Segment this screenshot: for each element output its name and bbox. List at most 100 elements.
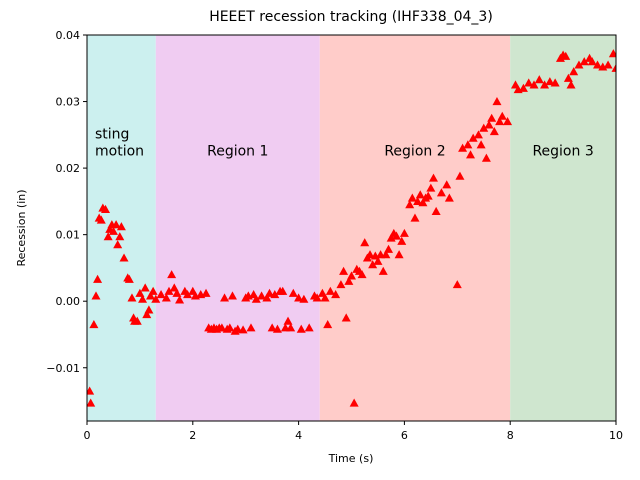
point [442, 180, 452, 189]
point [452, 280, 462, 289]
point [603, 60, 613, 69]
point [413, 196, 423, 205]
point [96, 215, 106, 224]
point [164, 286, 174, 295]
point [312, 293, 322, 302]
point [394, 250, 404, 259]
point [246, 323, 256, 332]
point [476, 140, 486, 149]
point [479, 123, 489, 132]
point [103, 232, 113, 241]
point [140, 283, 150, 292]
region-label: sting motion [95, 126, 144, 159]
region-band [319, 35, 511, 421]
point [87, 386, 95, 395]
point [220, 293, 230, 302]
point [481, 153, 491, 162]
point [415, 190, 425, 199]
point [167, 270, 177, 279]
point [116, 222, 126, 231]
point [468, 133, 478, 142]
point [378, 266, 388, 275]
y-tick-label: −0.01 [46, 362, 80, 375]
point [444, 193, 454, 202]
point [119, 253, 129, 262]
chart-title: HEEET recession tracking (IHF338_04_3) [209, 9, 493, 25]
point [89, 320, 99, 329]
point [418, 198, 428, 207]
point [487, 113, 497, 122]
point [296, 324, 306, 333]
point [172, 288, 182, 297]
point [144, 305, 154, 314]
point [550, 78, 560, 87]
point [397, 236, 407, 245]
point [161, 293, 171, 302]
point [484, 120, 494, 129]
point [265, 288, 275, 297]
point [262, 293, 272, 302]
point [399, 228, 409, 237]
point [270, 290, 280, 299]
point [341, 313, 351, 322]
point [563, 73, 573, 82]
region-label: Region 1 [207, 143, 268, 159]
point [368, 260, 378, 269]
point [492, 97, 502, 106]
point [489, 127, 499, 136]
point [238, 325, 248, 334]
point [569, 67, 579, 76]
point [344, 276, 354, 285]
point [151, 294, 161, 303]
point [458, 143, 468, 152]
y-tick-label: 0.04 [56, 29, 81, 42]
point [227, 291, 237, 300]
point [127, 293, 137, 302]
point [431, 206, 441, 215]
point [495, 117, 505, 126]
point [423, 191, 433, 200]
point [278, 286, 288, 295]
x-axis-label: Time (s) [328, 452, 374, 465]
region-band [155, 35, 320, 421]
point [365, 250, 375, 259]
point [463, 140, 473, 149]
point [347, 271, 356, 280]
region-label: Region 3 [532, 143, 593, 159]
point [455, 171, 465, 180]
point [225, 323, 235, 332]
point [257, 291, 267, 300]
point [251, 294, 261, 303]
point [323, 320, 333, 329]
point [325, 286, 335, 295]
point [217, 323, 227, 332]
point [142, 310, 152, 319]
point [93, 274, 103, 283]
point [473, 130, 483, 139]
point [574, 60, 584, 69]
point [148, 286, 158, 295]
point [111, 220, 121, 229]
point [518, 83, 528, 92]
point [101, 204, 111, 213]
point [113, 240, 123, 249]
point [87, 398, 96, 407]
point [272, 324, 282, 333]
plot-frame [86, 34, 617, 422]
x-tick-label: 10 [609, 429, 623, 442]
point [592, 60, 602, 69]
point [566, 80, 576, 89]
point [587, 57, 597, 66]
y-axis-label: Recession (in) [15, 189, 28, 266]
x-tick-label: 2 [189, 429, 196, 442]
point [156, 290, 166, 299]
point [357, 270, 367, 279]
x-tick-label: 8 [507, 429, 514, 442]
point [175, 295, 185, 304]
point [91, 291, 101, 300]
point [410, 213, 420, 222]
point [579, 57, 589, 66]
point [138, 294, 148, 303]
point [288, 288, 298, 297]
point [561, 51, 571, 60]
